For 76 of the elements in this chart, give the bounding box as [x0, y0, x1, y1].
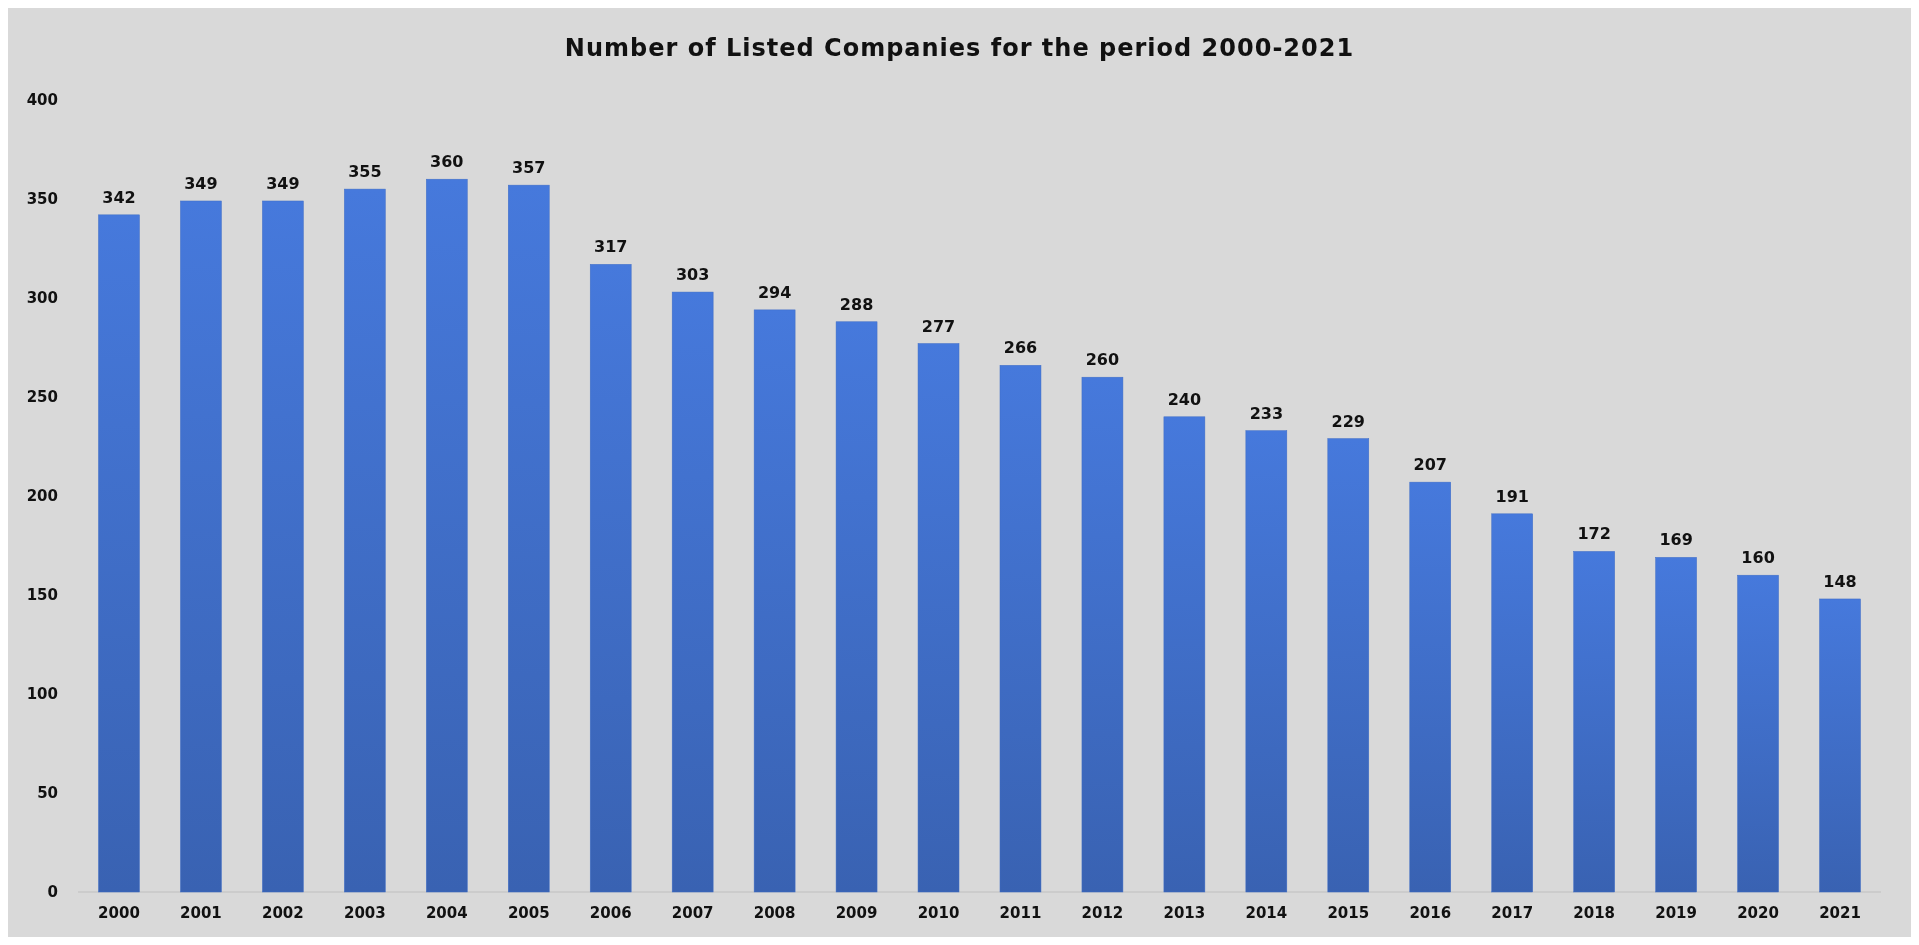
x-tick-label: 2008 — [753, 904, 796, 922]
x-tick-label: 2005 — [507, 904, 550, 922]
bar — [508, 184, 550, 893]
data-label: 360 — [430, 152, 464, 172]
bar — [999, 365, 1042, 893]
data-label: 349 — [266, 173, 300, 193]
data-label: 260 — [1085, 350, 1120, 370]
bar — [917, 343, 960, 893]
y-tick-label: 400 — [26, 91, 58, 110]
y-tick-label: 0 — [47, 883, 58, 902]
bar — [589, 264, 632, 893]
y-tick-label: 100 — [26, 685, 58, 704]
x-tick-label: 2020 — [1737, 904, 1779, 922]
data-label: 342 — [102, 187, 136, 207]
data-label: 288 — [839, 294, 874, 314]
data-label: 349 — [184, 173, 218, 193]
bar — [671, 291, 714, 893]
bar — [1737, 574, 1779, 893]
x-tick-label: 2000 — [98, 904, 140, 922]
bar — [1327, 438, 1370, 893]
x-tick-label: 2001 — [180, 904, 222, 922]
y-tick-label: 200 — [26, 487, 58, 506]
bar — [835, 321, 878, 893]
bar — [1819, 598, 1861, 893]
x-tick-label: 2018 — [1573, 904, 1616, 922]
bar — [1573, 551, 1615, 893]
data-label: 233 — [1249, 403, 1284, 423]
bar — [344, 188, 386, 893]
x-tick-label: 2003 — [343, 904, 386, 922]
x-tick-label: 2013 — [1163, 904, 1206, 922]
bar — [1655, 557, 1697, 893]
bar — [753, 309, 796, 893]
x-tick-label: 2017 — [1491, 904, 1534, 922]
data-label: 191 — [1495, 486, 1529, 506]
bar — [1163, 416, 1206, 893]
y-tick-label: 300 — [26, 289, 58, 308]
bar — [180, 200, 222, 893]
data-label: 169 — [1659, 530, 1693, 550]
y-tick-label: 150 — [26, 586, 58, 605]
data-label: 240 — [1167, 389, 1202, 409]
data-label: 148 — [1823, 571, 1857, 591]
data-label: 266 — [1003, 338, 1038, 358]
data-label: 357 — [512, 158, 546, 178]
data-label: 317 — [594, 237, 628, 257]
x-tick-label: 2015 — [1327, 904, 1370, 922]
bar — [426, 178, 468, 893]
x-tick-label: 2016 — [1409, 904, 1452, 922]
bar — [1491, 513, 1533, 893]
x-tick-label: 2021 — [1819, 904, 1861, 922]
x-tick-label: 2004 — [425, 904, 468, 922]
bar — [1081, 376, 1124, 893]
data-label: 207 — [1413, 455, 1447, 475]
data-label: 294 — [757, 282, 792, 302]
chart-title: Number of Listed Companies for the period 2000-2021 — [564, 34, 1355, 62]
y-tick-label: 50 — [37, 784, 58, 803]
data-label: 277 — [921, 316, 956, 336]
data-label: 172 — [1577, 524, 1611, 544]
x-tick-label: 2010 — [917, 904, 960, 922]
x-tick-label: 2006 — [589, 904, 632, 922]
bar — [1245, 430, 1288, 893]
x-tick-label: 2019 — [1655, 904, 1697, 922]
data-label: 160 — [1741, 548, 1775, 568]
data-label: 355 — [348, 162, 382, 182]
x-tick-label: 2007 — [671, 904, 714, 922]
x-tick-label: 2002 — [262, 904, 304, 922]
x-tick-label: 2012 — [1081, 904, 1124, 922]
bar — [1409, 481, 1451, 893]
bar — [98, 214, 140, 893]
x-tick-label: 2014 — [1245, 904, 1288, 922]
data-label: 303 — [675, 265, 710, 285]
y-tick-label: 350 — [26, 190, 58, 209]
y-tick-label: 250 — [26, 388, 58, 407]
x-tick-label: 2009 — [835, 904, 878, 922]
data-label: 229 — [1331, 411, 1365, 431]
x-tick-label: 2011 — [999, 904, 1042, 922]
bar — [262, 200, 304, 893]
